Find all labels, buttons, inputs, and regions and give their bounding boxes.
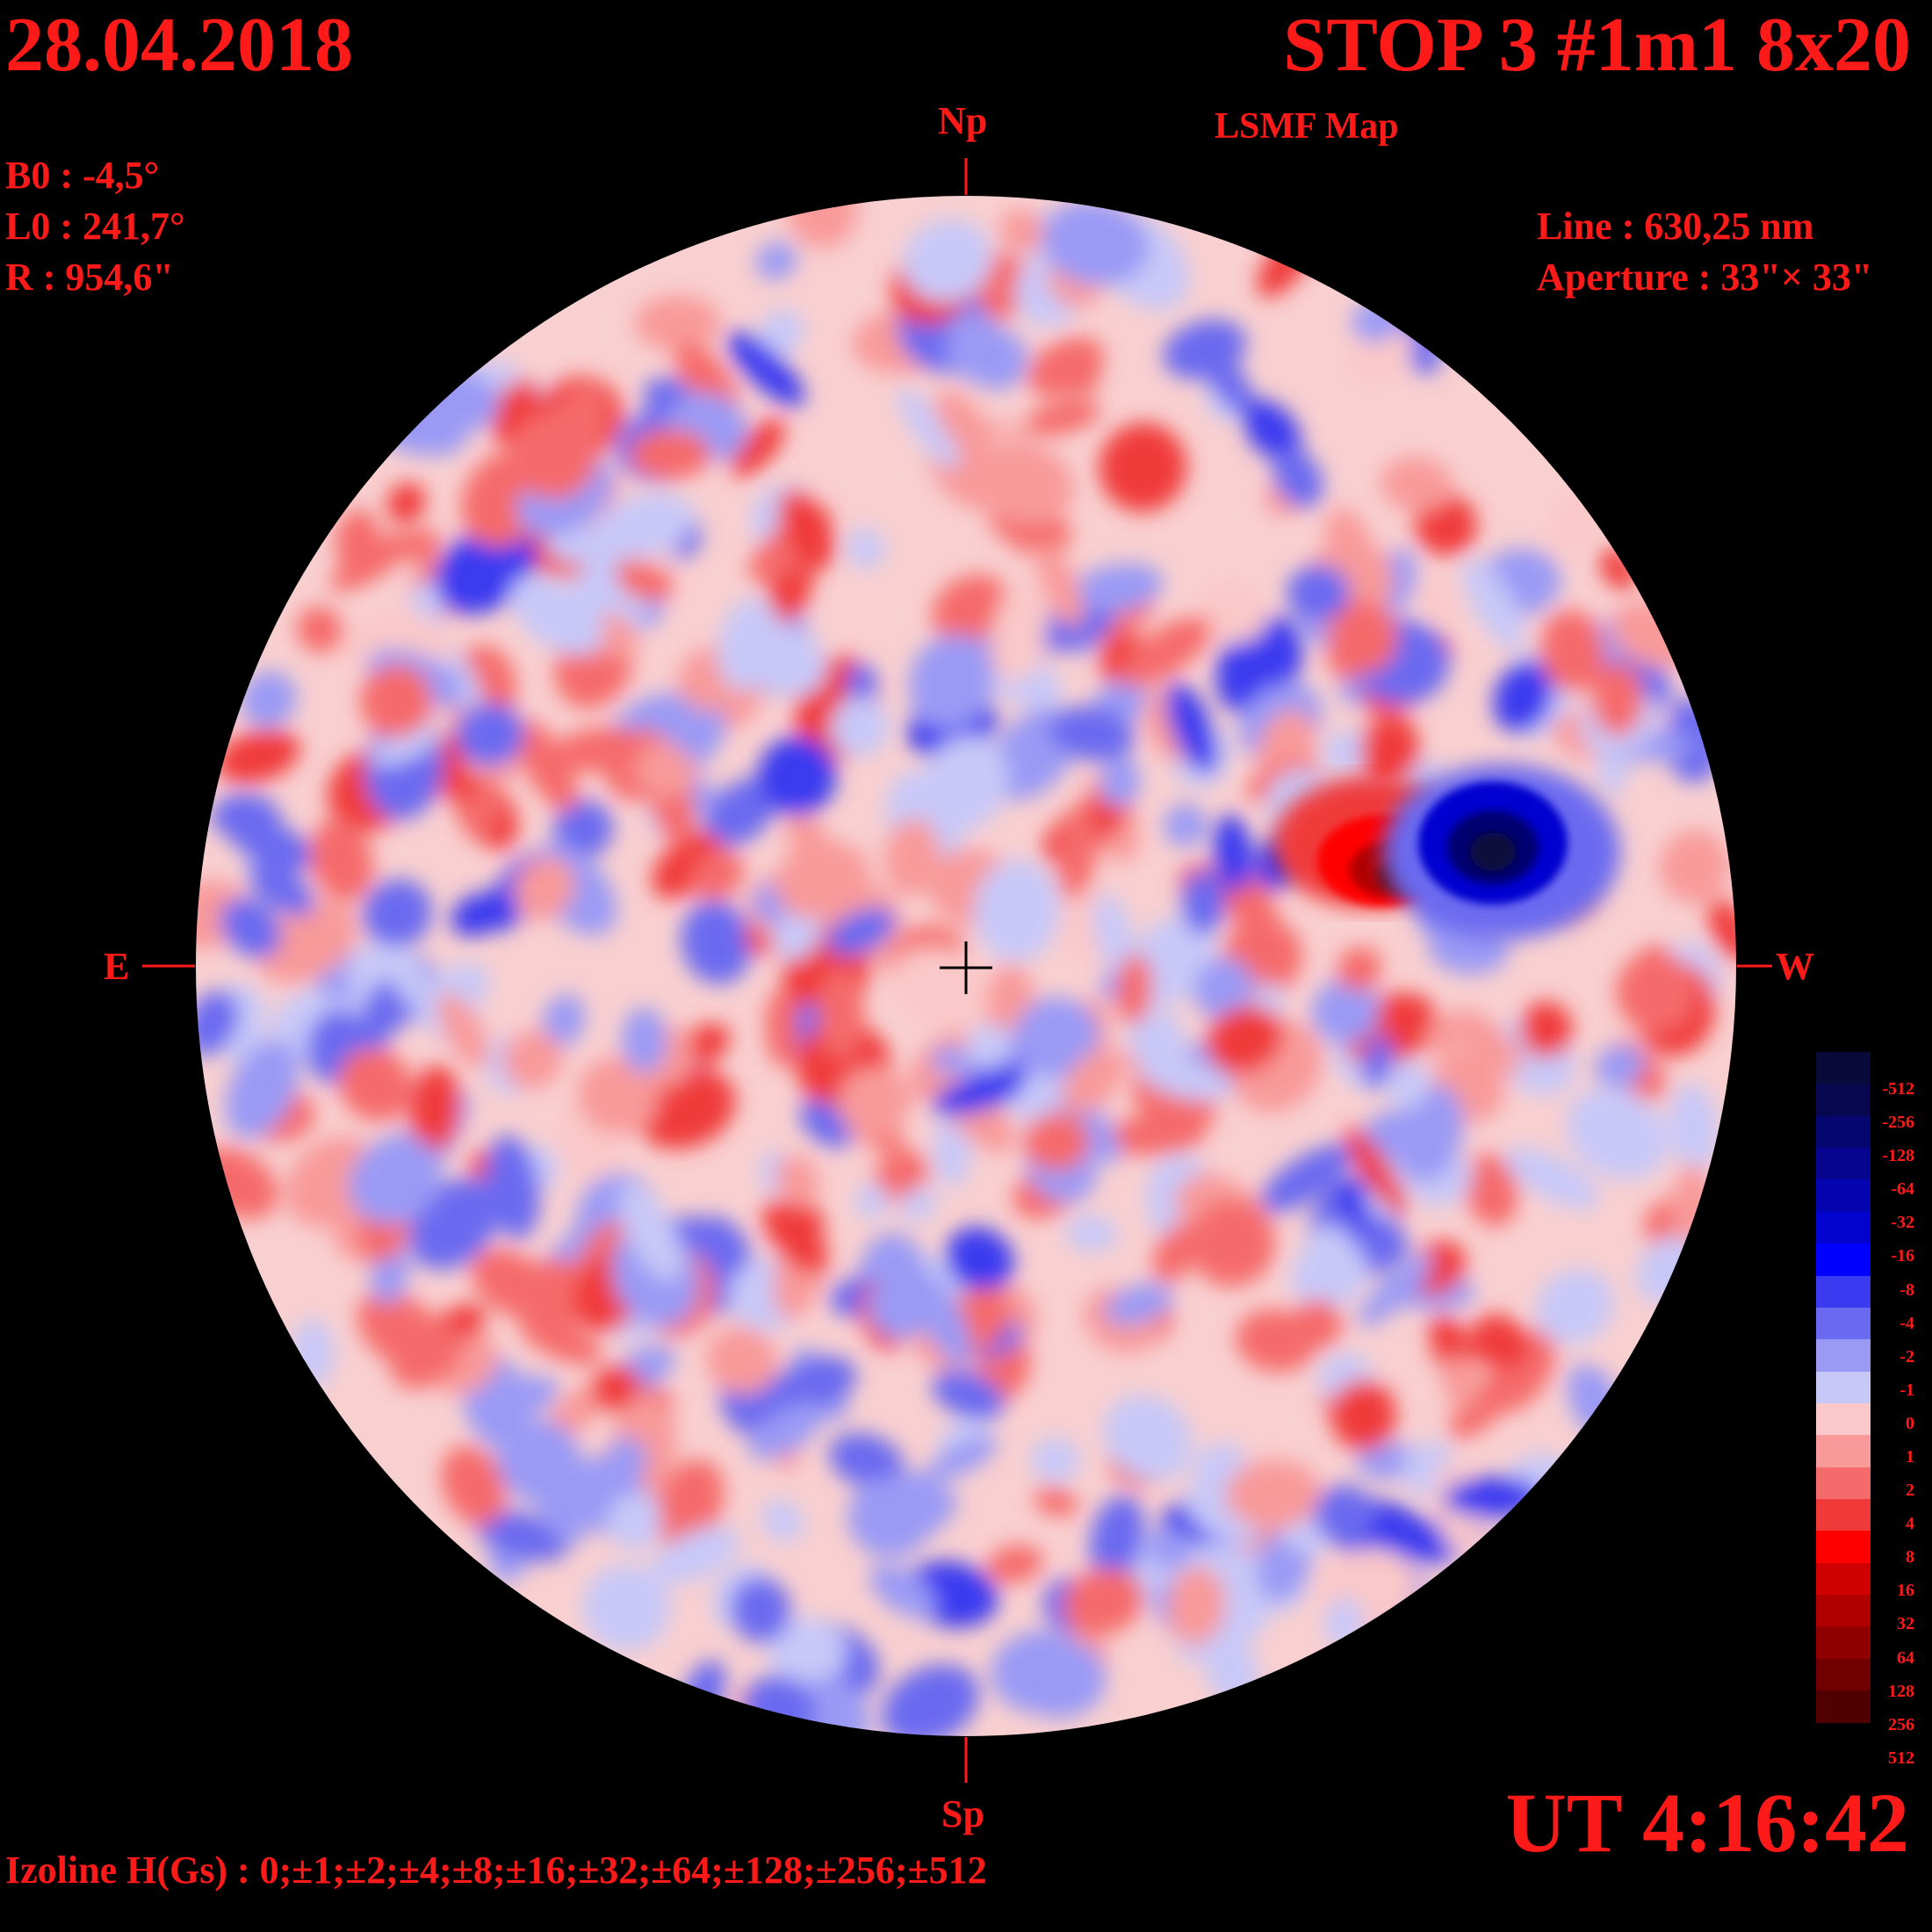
scale-swatch	[1816, 1211, 1871, 1244]
param-b0: B0 : -4,5°	[5, 154, 160, 197]
map-subtitle: LSMF Map	[1215, 106, 1399, 147]
scale-label: 512	[1888, 1748, 1914, 1768]
aperture: Aperture : 33"× 33"	[1537, 256, 1873, 299]
scale-swatch	[1816, 1499, 1871, 1532]
scale-label: 16	[1897, 1581, 1914, 1601]
scale-swatch	[1816, 1084, 1871, 1116]
scale-label: -32	[1891, 1213, 1914, 1233]
active-region-bipole	[1273, 764, 1620, 940]
west-label: W	[1776, 945, 1814, 988]
color-scale-bar	[1816, 1052, 1871, 1755]
scale-swatch	[1816, 1402, 1871, 1436]
scale-swatch	[1816, 1658, 1871, 1691]
scale-label: 32	[1897, 1614, 1914, 1634]
param-l0: L0 : 241,7°	[5, 205, 185, 248]
param-radius: R : 954,6"	[5, 256, 174, 299]
scale-swatch	[1816, 1562, 1871, 1596]
scale-swatch	[1816, 1339, 1871, 1372]
spectral-line: Line : 630,25 nm	[1537, 205, 1814, 248]
scale-label: -4	[1900, 1313, 1914, 1333]
scale-swatch	[1816, 1179, 1871, 1212]
scale-label: 64	[1897, 1647, 1914, 1668]
izoline-legend: Izoline H(Gs) : 0;±1;±2;±4;±8;±16;±32;±6…	[5, 1849, 987, 1892]
scale-label: 128	[1888, 1681, 1914, 1701]
scale-swatch	[1816, 1626, 1871, 1659]
scale-label: -64	[1891, 1179, 1914, 1200]
scale-swatch	[1816, 1052, 1871, 1085]
scale-swatch	[1816, 1307, 1871, 1340]
map-title: STOP 3 #1m1 8x20	[1283, 3, 1911, 88]
field-patches	[195, 195, 1737, 1737]
scale-swatch	[1816, 1435, 1871, 1467]
scale-label: -16	[1891, 1246, 1914, 1266]
scale-swatch	[1816, 1595, 1871, 1627]
south-pole-label: Sp	[941, 1792, 984, 1835]
scale-label: 8	[1906, 1547, 1914, 1568]
scale-swatch	[1816, 1467, 1871, 1500]
east-label: E	[104, 945, 130, 988]
scale-swatch	[1816, 1148, 1871, 1180]
scale-swatch	[1816, 1531, 1871, 1563]
scale-label: -2	[1900, 1346, 1914, 1366]
north-pole-label: Np	[938, 99, 988, 142]
scale-label: 1	[1906, 1447, 1914, 1467]
scale-label: -256	[1882, 1113, 1914, 1133]
scale-label: 256	[1888, 1714, 1914, 1734]
scale-swatch	[1816, 1115, 1871, 1149]
scale-label: -8	[1900, 1280, 1914, 1300]
center-crosshair	[940, 941, 992, 994]
scale-swatch	[1816, 1244, 1871, 1276]
observation-time: UT 4:16:42	[1505, 1776, 1909, 1870]
scale-swatch	[1816, 1275, 1871, 1308]
scale-swatch	[1816, 1690, 1871, 1723]
scale-swatch	[1816, 1371, 1871, 1403]
scale-label: -128	[1882, 1146, 1914, 1166]
scale-label: 4	[1906, 1514, 1914, 1534]
scale-label: 0	[1906, 1413, 1914, 1433]
scale-label: 2	[1906, 1481, 1914, 1501]
scale-label: -1	[1900, 1380, 1914, 1400]
observation-date: 28.04.2018	[5, 3, 353, 88]
scale-label: -512	[1882, 1078, 1914, 1099]
